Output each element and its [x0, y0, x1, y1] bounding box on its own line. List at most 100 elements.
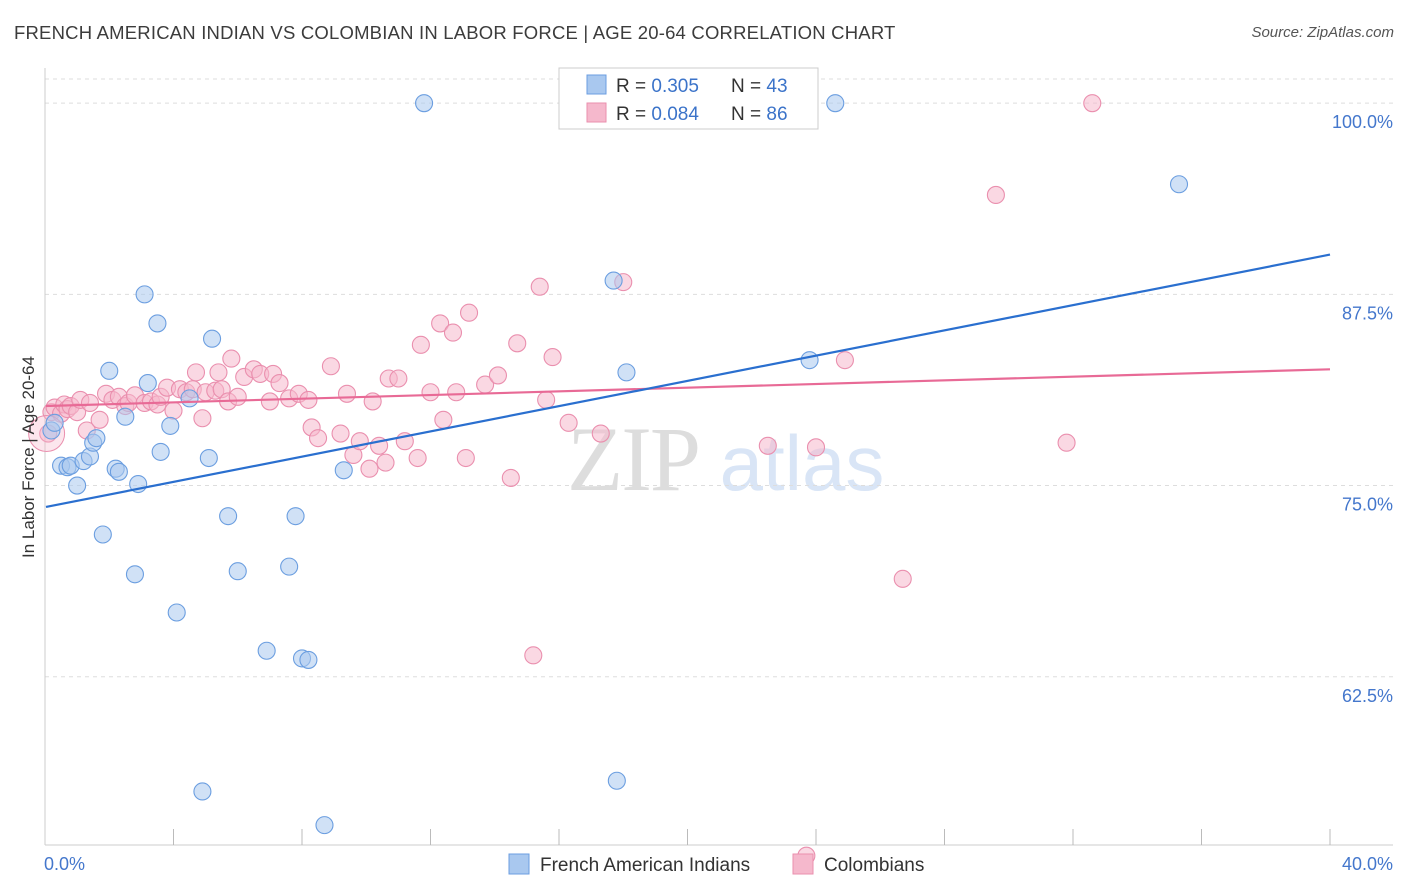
french-point-13	[109, 462, 128, 481]
y-tick-label-0: 62.5%	[1342, 686, 1393, 706]
legend-swatch-colombian	[586, 102, 607, 123]
chart-title: FRENCH AMERICAN INDIAN VS COLOMBIAN IN L…	[14, 22, 896, 43]
legend-n-value-colombian: 86	[766, 104, 787, 125]
colombian-point-72	[524, 646, 543, 665]
colombian-point-86	[1083, 94, 1102, 113]
colombian-point-23	[164, 401, 183, 420]
colombian-point-34	[222, 349, 241, 368]
french-point-39	[617, 363, 636, 382]
french-point-1	[45, 413, 64, 432]
colombian-point-49	[337, 384, 357, 403]
watermark: ZIP atlas	[567, 408, 884, 510]
colombian-point-27	[186, 363, 206, 382]
french-point-15	[125, 565, 144, 584]
bottom-legend-label-colombian: Colombians	[824, 855, 924, 876]
legend-r-label-colombian: R =	[616, 104, 651, 125]
svg-text:N = 86: N = 86	[731, 104, 788, 125]
french-point-28	[228, 562, 247, 581]
x-tick-label-max: 40.0%	[1342, 854, 1393, 874]
french-point-40	[800, 351, 819, 370]
legend-box: R = 0.305 N = 43 R = 0.084 N = 86	[558, 67, 819, 130]
colombian-point-85	[1057, 433, 1076, 452]
french-point-35	[334, 461, 353, 480]
colombian-point-39	[260, 392, 279, 411]
bottom-legend-swatch-french	[508, 853, 530, 875]
french-point-19	[148, 314, 167, 333]
french-point-5	[68, 476, 87, 495]
french-point-42	[1169, 175, 1189, 194]
colombian-point-52	[360, 459, 379, 478]
french-point-30	[280, 557, 299, 576]
y-axis-label: In Labor Force | Age 20-64	[19, 356, 38, 558]
french-point-24	[193, 782, 212, 801]
colombian-point-75	[543, 348, 562, 367]
french-point-9	[87, 429, 106, 448]
colombian-point-67	[459, 303, 479, 322]
legend-n-label-french: N =	[731, 76, 766, 97]
french-point-34	[315, 816, 334, 835]
colombian-point-71	[508, 334, 527, 353]
french-point-27	[219, 507, 238, 526]
colombian-point-55	[376, 453, 395, 472]
colombian-point-79	[758, 436, 777, 455]
french-point-37	[604, 271, 623, 290]
colombian-point-66	[456, 448, 475, 468]
french-point-10	[93, 525, 112, 544]
colombian-point-46	[309, 429, 328, 448]
french-point-14	[116, 407, 135, 426]
colombian-point-69	[488, 366, 508, 385]
french-point-21	[161, 416, 180, 435]
colombian-point-70	[501, 468, 520, 487]
svg-text:R = 0.305: R = 0.305	[616, 76, 699, 97]
y-axis-tick-labels: 62.5% 75.0% 87.5% 100.0%	[1332, 112, 1393, 706]
bottom-legend: French American Indians Colombians	[508, 853, 924, 876]
colombian-point-81	[806, 438, 826, 457]
french-point-41	[826, 94, 845, 113]
colombian-point-11	[90, 410, 109, 429]
bottom-legend-swatch-colombian	[792, 853, 814, 875]
colombian-point-61	[421, 383, 440, 402]
colombian-point-44	[299, 390, 318, 409]
x-axis-ticks	[173, 829, 1331, 845]
colombians-trend-line	[45, 368, 1331, 408]
colombian-point-35	[228, 387, 247, 406]
y-tick-label-2: 87.5%	[1342, 303, 1393, 323]
french-point-22	[167, 603, 186, 622]
colombian-point-84	[986, 185, 1005, 205]
colombian-point-77	[591, 424, 610, 443]
colombian-point-47	[321, 357, 340, 376]
legend-swatch-french	[586, 74, 607, 95]
french-point-20	[151, 442, 170, 461]
colombian-point-31	[209, 363, 228, 382]
colombian-point-41	[270, 374, 289, 393]
french-point-29	[257, 641, 276, 660]
svg-text:R = 0.084: R = 0.084	[616, 104, 699, 125]
colombian-point-64	[443, 323, 463, 342]
legend-r-value-colombian: 0.084	[651, 104, 699, 125]
french-point-38	[607, 771, 626, 790]
colombian-point-74	[537, 390, 556, 409]
french-american-indians-points	[42, 94, 1189, 835]
legend-n-label-colombian: N =	[731, 104, 766, 125]
colombian-point-62	[431, 314, 450, 333]
colombian-point-76	[559, 413, 578, 432]
colombian-point-65	[447, 383, 466, 402]
colombian-point-28	[193, 409, 212, 428]
french-point-18	[138, 374, 157, 393]
y-tick-label-3: 100.0%	[1332, 112, 1393, 132]
colombian-point-48	[331, 424, 350, 443]
colombian-point-63	[434, 410, 453, 429]
svg-text:atlas: atlas	[720, 419, 885, 507]
french-point-25	[199, 448, 218, 468]
colombian-point-82	[835, 351, 854, 370]
colombian-point-60	[411, 335, 430, 354]
french-point-36	[415, 94, 434, 113]
legend-r-value-french: 0.305	[651, 76, 699, 97]
colombian-point-10	[80, 393, 100, 413]
y-tick-label-1: 75.0%	[1342, 495, 1393, 515]
french-point-33	[299, 650, 318, 669]
colombian-point-83	[893, 569, 912, 588]
x-tick-label-min: 0.0%	[44, 854, 85, 874]
colombian-point-73	[530, 277, 549, 296]
